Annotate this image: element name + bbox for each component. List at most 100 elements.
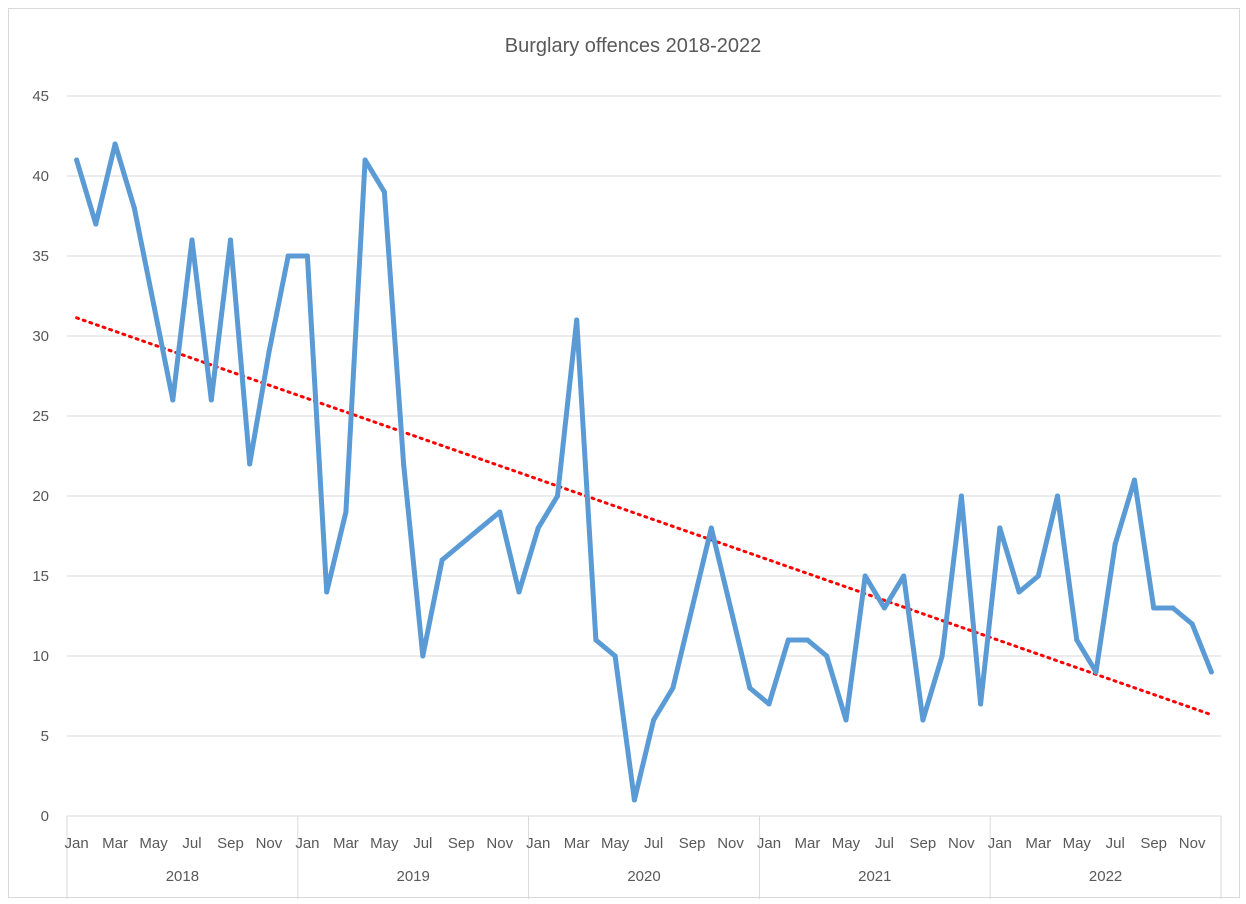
data-point bbox=[1170, 605, 1176, 611]
y-tick-label: 5 bbox=[41, 728, 49, 745]
y-tick-label: 15 bbox=[32, 568, 49, 585]
data-point bbox=[497, 509, 503, 515]
year-label: 2019 bbox=[397, 868, 430, 885]
data-point bbox=[824, 653, 830, 659]
series-line bbox=[74, 141, 1214, 803]
y-tick-label: 45 bbox=[32, 88, 49, 105]
x-tick-label: Mar bbox=[102, 835, 128, 852]
data-point bbox=[381, 189, 387, 195]
data-point bbox=[1208, 669, 1214, 675]
data-point bbox=[1093, 669, 1099, 675]
x-tick-label: Nov bbox=[486, 835, 513, 852]
data-point bbox=[131, 205, 137, 211]
data-point bbox=[458, 541, 464, 547]
data-point bbox=[1055, 493, 1061, 499]
data-point bbox=[958, 493, 964, 499]
x-tick-label: May bbox=[370, 835, 399, 852]
y-tick-label: 10 bbox=[32, 648, 49, 665]
data-point bbox=[651, 717, 657, 723]
y-axis: 0 5 10 15 20 25 30 35 40 45 bbox=[32, 88, 49, 825]
data-point bbox=[1112, 541, 1118, 547]
data-point bbox=[1016, 589, 1022, 595]
x-tick-label: Mar bbox=[1025, 835, 1051, 852]
data-point bbox=[631, 797, 637, 803]
data-point bbox=[247, 461, 253, 467]
data-point bbox=[593, 637, 599, 643]
x-tick-label: Nov bbox=[1179, 835, 1206, 852]
data-point bbox=[554, 493, 560, 499]
line-chart: Burglary offences 2018-2022 0 5 10 15 20 25 30… bbox=[32, 35, 1222, 899]
data-point bbox=[785, 637, 791, 643]
data-point bbox=[670, 685, 676, 691]
x-tick-label: Sep bbox=[217, 835, 244, 852]
x-tick-label: Sep bbox=[910, 835, 937, 852]
x-tick-label: Nov bbox=[948, 835, 975, 852]
data-point bbox=[304, 253, 310, 259]
x-tick-label: Jul bbox=[875, 835, 894, 852]
data-point bbox=[881, 605, 887, 611]
data-point bbox=[708, 525, 714, 531]
data-point bbox=[535, 525, 541, 531]
y-tick-label: 30 bbox=[32, 328, 49, 345]
trendline bbox=[75, 316, 1213, 717]
x-tick-label: Nov bbox=[256, 835, 283, 852]
chart-title: Burglary offences 2018-2022 bbox=[505, 35, 761, 57]
x-tick-label: Jul bbox=[644, 835, 663, 852]
data-point bbox=[1131, 477, 1137, 483]
data-point bbox=[804, 637, 810, 643]
x-tick-label: Sep bbox=[679, 835, 706, 852]
data-point bbox=[151, 301, 157, 307]
data-point bbox=[1189, 621, 1195, 627]
gridlines bbox=[67, 95, 1221, 817]
x-tick-label: Sep bbox=[1140, 835, 1167, 852]
data-point bbox=[478, 525, 484, 531]
data-point bbox=[978, 701, 984, 707]
data-point bbox=[401, 461, 407, 467]
x-tick-label: Jul bbox=[1106, 835, 1125, 852]
data-point bbox=[689, 605, 695, 611]
x-tick-label: Jan bbox=[65, 835, 89, 852]
data-point bbox=[420, 653, 426, 659]
series-group bbox=[74, 141, 1214, 803]
data-point bbox=[939, 653, 945, 659]
year-label: 2022 bbox=[1089, 868, 1122, 885]
x-tick-label: Sep bbox=[448, 835, 475, 852]
x-tick-label: Jan bbox=[757, 835, 781, 852]
data-point bbox=[574, 317, 580, 323]
year-label: 2021 bbox=[858, 868, 891, 885]
trendline-group bbox=[75, 316, 1213, 717]
x-tick-label: Jul bbox=[182, 835, 201, 852]
data-point bbox=[728, 605, 734, 611]
data-point bbox=[112, 141, 118, 147]
data-point bbox=[74, 157, 80, 163]
x-tick-label: Mar bbox=[333, 835, 359, 852]
data-point bbox=[843, 717, 849, 723]
y-tick-label: 20 bbox=[32, 488, 49, 505]
y-tick-label: 25 bbox=[32, 408, 49, 425]
x-tick-label: Mar bbox=[564, 835, 590, 852]
x-tick-label: May bbox=[601, 835, 630, 852]
data-point bbox=[747, 685, 753, 691]
x-tick-label: Jan bbox=[988, 835, 1012, 852]
data-point bbox=[208, 397, 214, 403]
x-tick-label: Jan bbox=[295, 835, 319, 852]
data-point bbox=[1151, 605, 1157, 611]
x-tick-label: May bbox=[1063, 835, 1092, 852]
x-axis: Jan Mar May Jul Sep Nov Jan Mar May Jul Sep Nov Jan M… bbox=[65, 816, 1222, 899]
data-point bbox=[997, 525, 1003, 531]
data-point bbox=[1074, 637, 1080, 643]
data-point bbox=[324, 589, 330, 595]
data-point bbox=[285, 253, 291, 259]
x-tick-label: Jul bbox=[413, 835, 432, 852]
data-point bbox=[266, 349, 272, 355]
x-tick-label: May bbox=[139, 835, 168, 852]
data-point bbox=[362, 157, 368, 163]
data-point bbox=[93, 221, 99, 227]
data-point bbox=[1035, 573, 1041, 579]
x-tick-label: Mar bbox=[795, 835, 821, 852]
y-tick-label: 40 bbox=[32, 168, 49, 185]
data-point bbox=[612, 653, 618, 659]
chart-area: Burglary offences 2018-2022 0 5 10 15 20 25 30… bbox=[8, 8, 1240, 899]
data-point bbox=[439, 557, 445, 563]
x-tick-label: Nov bbox=[717, 835, 744, 852]
